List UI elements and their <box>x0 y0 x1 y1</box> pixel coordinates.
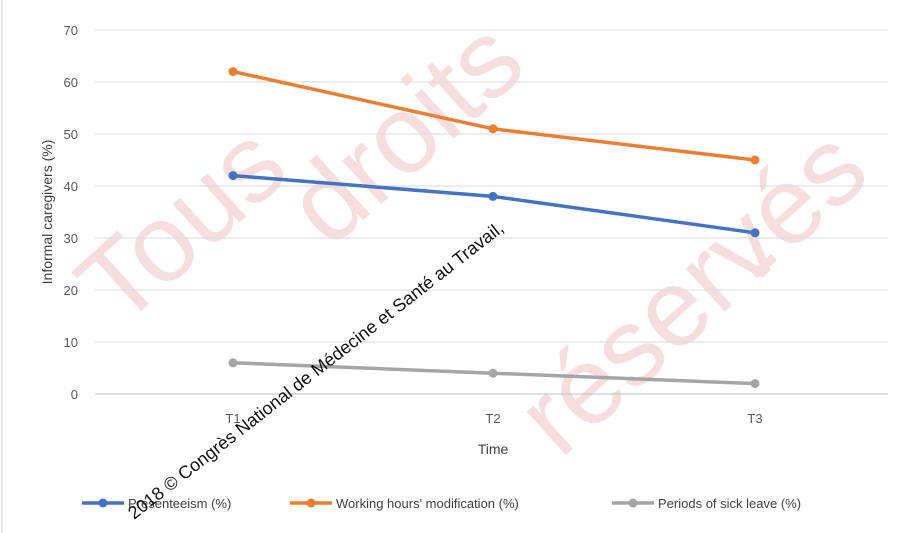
y-tick-label: 50 <box>64 127 78 142</box>
data-point <box>488 124 498 134</box>
legend: Presenteeism (%) Working hours' modificat… <box>82 496 801 511</box>
y-tick-label: 30 <box>64 231 78 246</box>
legend-marker <box>98 498 108 508</box>
y-tick-label: 0 <box>71 387 78 402</box>
x-tick-label: T2 <box>485 411 500 426</box>
y-tick-label: 70 <box>64 23 78 38</box>
y-tick-label: 40 <box>64 179 78 194</box>
y-axis-title: Informal caregivers (%) <box>39 140 55 285</box>
background-watermark-text: réservés <box>494 104 890 478</box>
y-tick-label: 10 <box>64 335 78 350</box>
y-tick-label: 20 <box>64 283 78 298</box>
legend-label: Presenteeism (%) <box>128 496 231 511</box>
legend-marker <box>306 498 316 508</box>
legend-marker <box>628 498 638 508</box>
background-watermark-text: Tous <box>54 101 309 348</box>
legend-label: Periods of sick leave (%) <box>658 496 801 511</box>
series-group <box>228 67 760 389</box>
data-point <box>750 228 760 238</box>
x-axis-ticks: T1 T2 T3 <box>225 411 762 426</box>
data-point <box>228 67 238 77</box>
data-point <box>488 368 498 378</box>
y-tick-label: 60 <box>64 75 78 90</box>
data-point <box>228 171 238 181</box>
legend-label: Working hours' modification (%) <box>336 496 519 511</box>
x-tick-label: T1 <box>225 411 240 426</box>
data-point <box>228 358 238 368</box>
y-axis-ticks: 0 10 20 30 40 50 60 70 <box>64 23 78 402</box>
x-tick-label: T3 <box>747 411 762 426</box>
data-point <box>488 191 498 201</box>
gridlines <box>95 29 888 395</box>
data-point <box>750 155 760 165</box>
data-point <box>750 379 760 389</box>
x-axis-title: Time <box>478 441 509 457</box>
